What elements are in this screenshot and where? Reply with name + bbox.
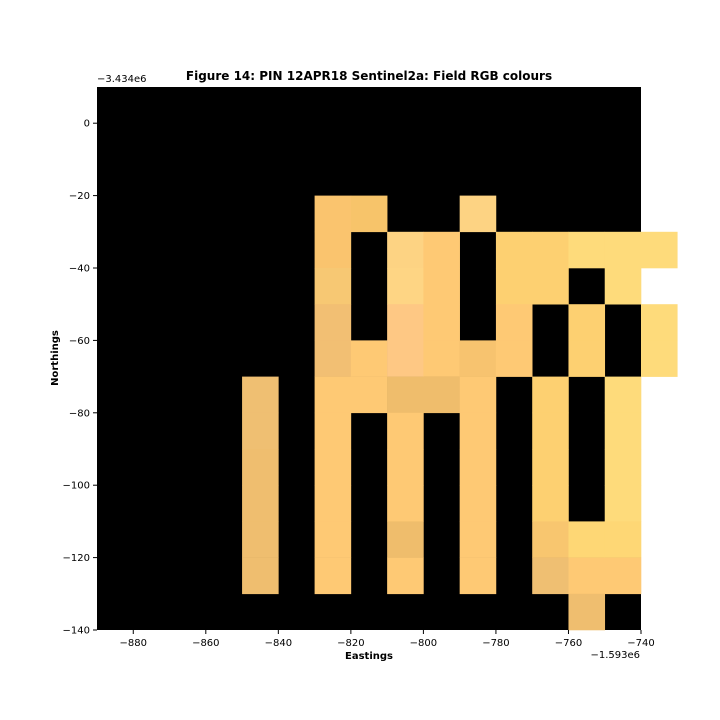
heatmap-cell xyxy=(314,521,352,558)
heatmap-cell xyxy=(314,231,352,269)
heatmap-cell xyxy=(423,304,460,341)
x-tick-label: −820 xyxy=(337,638,364,649)
heatmap-cell xyxy=(459,195,497,233)
heatmap-cell xyxy=(387,412,424,450)
heatmap-cell xyxy=(459,449,497,486)
heatmap-cell xyxy=(387,557,424,595)
heatmap-cell xyxy=(604,412,642,450)
heatmap-cell xyxy=(423,268,460,305)
y-axis-title: Northings xyxy=(50,330,61,386)
y-tick-label: −60 xyxy=(69,336,90,347)
x-tick-label: −880 xyxy=(120,638,147,649)
chart-title: Figure 14: PIN 12APR18 Sentinel2a: Field… xyxy=(186,69,552,83)
heatmap-cell xyxy=(495,304,533,341)
heatmap-cell xyxy=(532,557,569,595)
y-tick-label: 0 xyxy=(84,119,90,130)
heatmap-cell xyxy=(641,304,678,341)
y-tick-label: −40 xyxy=(69,264,90,275)
heatmap-cell xyxy=(314,557,352,595)
heatmap-cell xyxy=(242,521,279,558)
heatmap-cell xyxy=(604,557,642,595)
plot-area xyxy=(97,87,678,631)
heatmap-cell xyxy=(387,521,424,558)
heatmap-cell xyxy=(314,304,352,341)
heatmap-cell xyxy=(459,521,497,558)
heatmap-cell xyxy=(314,485,352,522)
heatmap-cell xyxy=(532,485,569,522)
y-tick-label: −80 xyxy=(69,408,90,419)
heatmap-cell xyxy=(387,449,424,486)
heatmap-cell xyxy=(604,485,642,522)
heatmap-cell xyxy=(423,340,460,377)
heatmap-cells xyxy=(242,195,678,631)
y-tick-label: −120 xyxy=(63,553,90,564)
heatmap-cell xyxy=(459,376,497,414)
x-offset-label: −1.593e6 xyxy=(590,650,640,661)
x-axis: −880 −860 −840 −820 −800 −780 −760 −740 xyxy=(120,630,655,649)
y-tick-label: −100 xyxy=(63,481,90,492)
heatmap-cell xyxy=(387,304,424,341)
heatmap-cell xyxy=(242,449,279,486)
heatmap-cell xyxy=(459,340,497,377)
heatmap-cell xyxy=(314,340,352,377)
heatmap-cell xyxy=(459,557,497,595)
heatmap-cell xyxy=(532,449,569,486)
heatmap-cell xyxy=(532,231,569,269)
x-tick-label: −740 xyxy=(627,638,654,649)
heatmap-cell xyxy=(568,304,606,341)
x-axis-title: Eastings xyxy=(345,651,393,662)
heatmap-cell xyxy=(641,231,678,269)
heatmap-cell xyxy=(604,449,642,486)
heatmap-cell xyxy=(641,340,678,377)
heatmap-cell xyxy=(568,521,606,558)
heatmap-cell xyxy=(459,412,497,450)
heatmap-cell xyxy=(350,376,388,414)
heatmap-cell xyxy=(242,485,279,522)
heatmap-cell xyxy=(568,231,606,269)
heatmap-cell xyxy=(495,231,533,269)
heatmap-cell xyxy=(604,376,642,414)
heatmap-cell xyxy=(350,195,388,233)
heatmap-cell xyxy=(242,412,279,450)
heatmap-cell xyxy=(459,485,497,522)
x-tick-label: −800 xyxy=(410,638,437,649)
y-tick-label: −20 xyxy=(69,191,90,202)
y-tick-label: −140 xyxy=(63,626,90,637)
heatmap-cell xyxy=(242,557,279,595)
heatmap-cell xyxy=(387,340,424,377)
x-tick-label: −780 xyxy=(482,638,509,649)
heatmap-cell xyxy=(568,593,606,631)
heatmap-cell xyxy=(604,231,642,269)
heatmap-cell xyxy=(387,376,424,414)
y-offset-label: −3.434e6 xyxy=(97,74,147,85)
heatmap-cell xyxy=(242,376,279,414)
heatmap-cell xyxy=(532,376,569,414)
heatmap-cell xyxy=(314,195,352,233)
heatmap-cell xyxy=(387,268,424,305)
heatmap-cell xyxy=(604,268,642,305)
heatmap-cell xyxy=(495,340,533,377)
heatmap-cell xyxy=(387,231,424,269)
x-tick-label: −860 xyxy=(192,638,219,649)
heatmap-cell xyxy=(423,376,460,414)
heatmap-cell xyxy=(604,521,642,558)
heatmap-cell xyxy=(532,268,569,305)
heatmap-cell xyxy=(495,268,533,305)
y-axis: 0 −20 −40 −60 −80 −100 −120 −140 xyxy=(63,119,97,637)
x-tick-label: −840 xyxy=(265,638,292,649)
heatmap-cell xyxy=(568,557,606,595)
x-tick-label: −760 xyxy=(555,638,582,649)
heatmap-cell xyxy=(350,340,388,377)
heatmap-cell xyxy=(532,521,569,558)
heatmap-cell xyxy=(314,412,352,450)
heatmap-cell xyxy=(314,268,352,305)
heatmap-cell xyxy=(387,485,424,522)
heatmap-cell xyxy=(314,449,352,486)
heatmap-cell xyxy=(423,231,460,269)
heatmap-cell xyxy=(314,376,352,414)
heatmap-cell xyxy=(568,340,606,377)
heatmap-cell xyxy=(532,412,569,450)
